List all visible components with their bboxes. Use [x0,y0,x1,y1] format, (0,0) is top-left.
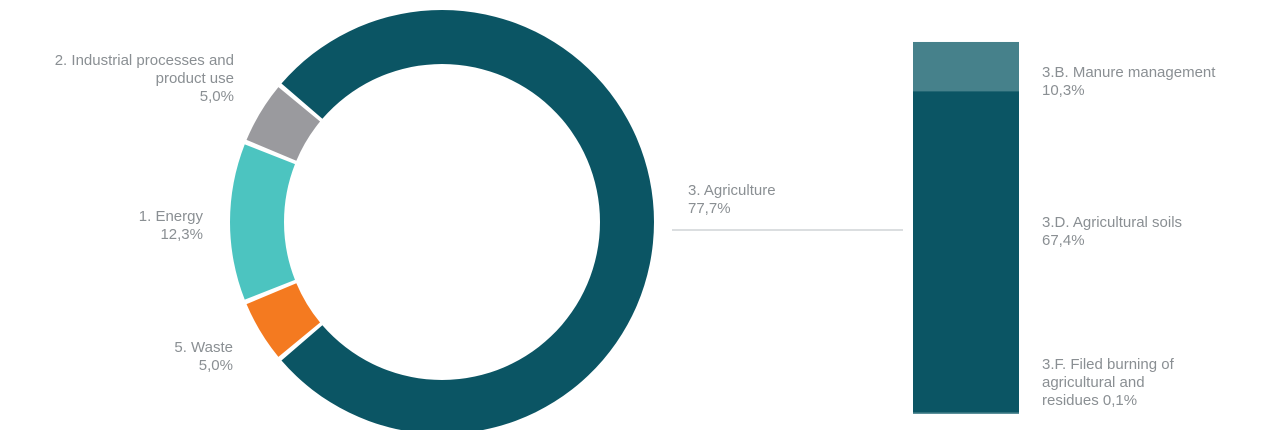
label-agriculture-name: 3. Agriculture [688,182,776,199]
label-manure: 3.B. Manure management 10,3% [1042,64,1215,100]
label-manure-value: 10,3% [1042,82,1085,99]
label-agriculture: 3. Agriculture 77,7% [688,182,776,218]
label-waste-name: 5. Waste [174,339,233,356]
label-burning: 3.F. Filed burning of agricultural and r… [1042,356,1174,410]
label-manure-name: 3.B. Manure management [1042,64,1216,81]
label-energy: 1. Energy 12,3% [139,208,203,244]
label-soils-name: 3.D. Agricultural soils [1042,214,1183,231]
label-waste: 5. Waste 5,0% [174,339,233,375]
bar-segment-soils [913,91,1019,413]
label-industrial-name-1: 2. Industrial processes and [54,52,234,69]
label-energy-name: 1. Energy [138,208,203,225]
donut-slice-waste [246,283,321,357]
label-energy-value: 12,3% [160,226,203,243]
donut-slice-industrial [246,87,321,161]
label-soils: 3.D. Agricultural soils 67,4% [1042,214,1182,250]
label-agriculture-value: 77,7% [688,200,731,217]
label-industrial-name-2: product use [155,70,234,87]
label-industrial-value: 5,0% [199,88,234,105]
donut-slice-energy [230,144,295,300]
bar-segment-burning [913,412,1019,414]
bar-segment-manure [913,41,1019,92]
donut-chart [230,10,654,430]
label-burning-line-1: 3.F. Filed burning of [1042,356,1174,373]
label-waste-value: 5,0% [198,357,233,374]
donut-slice-agriculture [281,10,654,430]
label-burning-line-2: agricultural and [1042,374,1145,391]
stacked-bar [913,41,1019,414]
label-industrial: 2. Industrial processes and product use … [55,52,234,106]
label-soils-value: 67,4% [1042,232,1085,249]
label-burning-line-3: residues 0,1% [1042,392,1138,409]
